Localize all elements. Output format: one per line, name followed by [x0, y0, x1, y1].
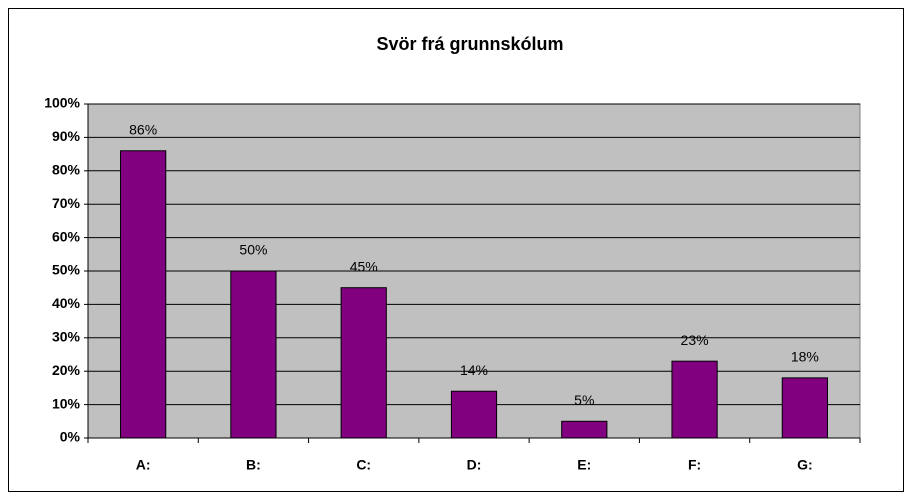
chart-title: Svör frá grunnskólum: [376, 34, 563, 54]
y-tick-label: 90%: [52, 128, 81, 144]
bar: [120, 150, 167, 439]
x-tick-label: B:: [246, 457, 261, 473]
y-tick-label: 60%: [52, 228, 81, 244]
bar: [671, 360, 718, 439]
y-tick-label: 100%: [44, 95, 80, 111]
bar: [340, 287, 387, 439]
data-label: 45%: [350, 258, 378, 274]
data-label: 18%: [791, 349, 819, 365]
x-tick-label: F:: [688, 457, 701, 473]
data-label: 50%: [239, 242, 267, 258]
x-tick-label: G:: [797, 457, 813, 473]
data-label: 5%: [574, 392, 594, 408]
x-tick-label: A:: [136, 457, 151, 473]
y-tick-label: 70%: [52, 195, 81, 211]
data-label: 23%: [681, 332, 709, 348]
x-tick-label: E:: [577, 457, 591, 473]
x-tick-label: C:: [356, 457, 371, 473]
y-tick-label: 30%: [52, 329, 81, 345]
y-tick-label: 80%: [52, 162, 81, 178]
bar: [230, 270, 277, 439]
y-tick-label: 40%: [52, 295, 81, 311]
y-tick-label: 10%: [52, 395, 81, 411]
y-tick-label: 0%: [60, 429, 81, 445]
data-label: 14%: [460, 362, 488, 378]
y-tick-label: 20%: [52, 362, 81, 378]
bar: [450, 390, 498, 439]
bar: [781, 377, 828, 439]
x-tick-label: D:: [467, 457, 482, 473]
bar: [561, 420, 608, 439]
data-label: 86%: [129, 121, 157, 137]
y-tick-label: 50%: [52, 262, 81, 278]
